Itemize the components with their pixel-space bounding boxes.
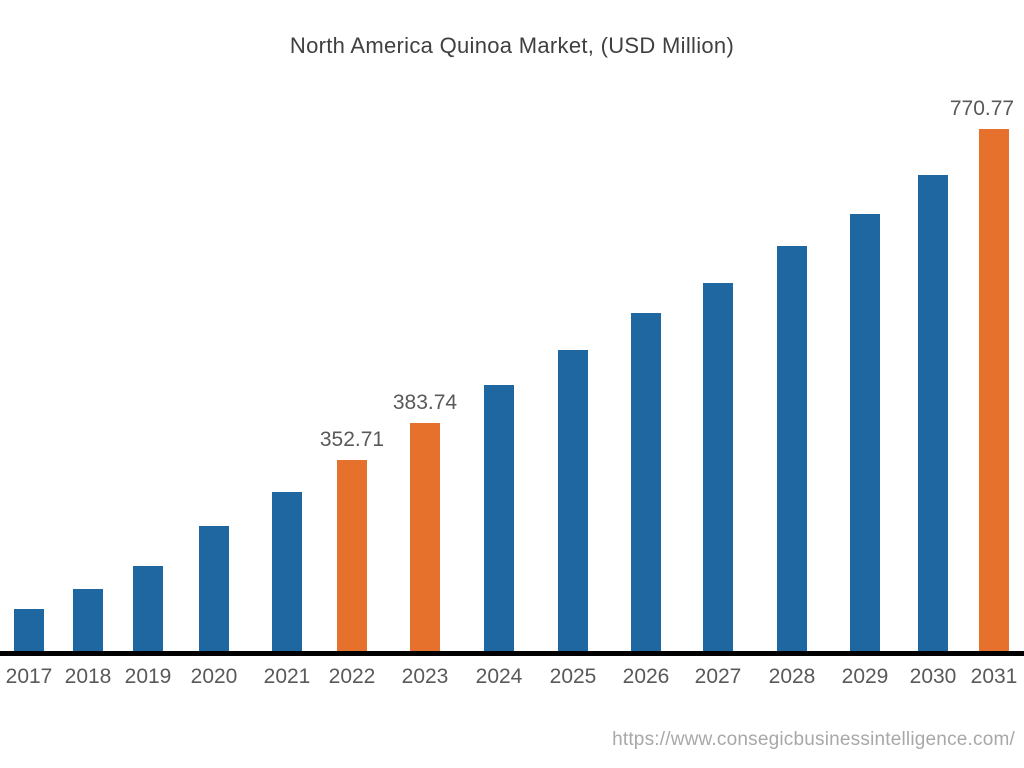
x-tick-2031: 2031 bbox=[970, 665, 1018, 688]
bar-2017 bbox=[14, 609, 44, 651]
x-tick-2024: 2024 bbox=[475, 665, 523, 688]
bar-2022 bbox=[337, 460, 367, 651]
x-tick-2017: 2017 bbox=[5, 665, 53, 688]
source-url: https://www.consegicbusinessintelligence… bbox=[612, 729, 1015, 750]
x-tick-2021: 2021 bbox=[263, 665, 311, 688]
value-label-2031: 770.77 bbox=[949, 97, 1015, 120]
bar-2030 bbox=[918, 175, 948, 651]
x-tick-2023: 2023 bbox=[401, 665, 449, 688]
value-label-2023: 383.74 bbox=[392, 391, 458, 414]
bar-2026 bbox=[631, 313, 661, 651]
x-tick-2030: 2030 bbox=[909, 665, 957, 688]
bar-2031 bbox=[979, 129, 1009, 651]
x-tick-2026: 2026 bbox=[622, 665, 670, 688]
bar-2018 bbox=[73, 589, 103, 651]
x-tick-2028: 2028 bbox=[768, 665, 816, 688]
bar-2021 bbox=[272, 492, 302, 651]
x-tick-2029: 2029 bbox=[841, 665, 889, 688]
bar-2023 bbox=[410, 423, 440, 651]
bar-2024 bbox=[484, 385, 514, 651]
x-tick-2020: 2020 bbox=[190, 665, 238, 688]
bar-2027 bbox=[703, 283, 733, 651]
bar-2020 bbox=[199, 526, 229, 651]
x-tick-2018: 2018 bbox=[64, 665, 112, 688]
x-tick-2019: 2019 bbox=[124, 665, 172, 688]
x-tick-2022: 2022 bbox=[328, 665, 376, 688]
x-tick-2027: 2027 bbox=[694, 665, 742, 688]
x-axis-line bbox=[0, 651, 1024, 656]
bar-2019 bbox=[133, 566, 163, 651]
value-label-2022: 352.71 bbox=[319, 428, 385, 451]
chart-title: North America Quinoa Market, (USD Millio… bbox=[289, 33, 735, 58]
bar-2028 bbox=[777, 246, 807, 651]
bar-2029 bbox=[850, 214, 880, 651]
bar-2025 bbox=[558, 350, 588, 651]
x-tick-2025: 2025 bbox=[549, 665, 597, 688]
